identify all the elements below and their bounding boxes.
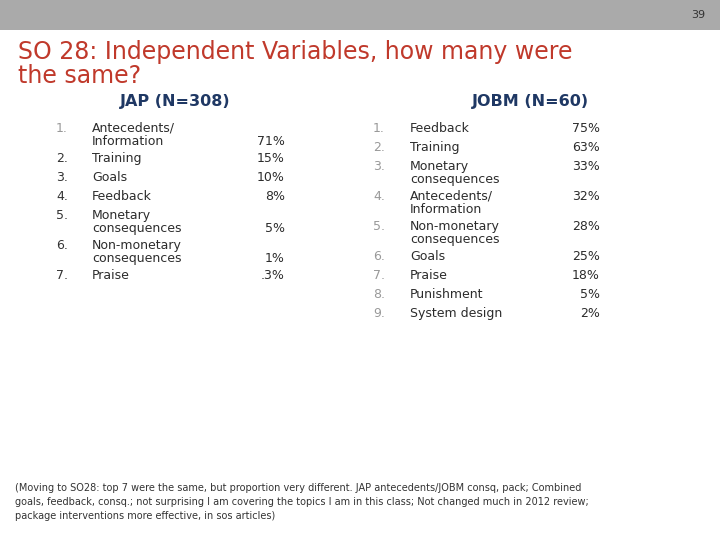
FancyBboxPatch shape bbox=[0, 30, 720, 540]
Text: JOBM (N=60): JOBM (N=60) bbox=[472, 94, 588, 109]
Text: .3%: .3% bbox=[261, 269, 285, 282]
Text: 8%: 8% bbox=[265, 190, 285, 202]
Text: Goals: Goals bbox=[410, 249, 445, 262]
Text: 1.: 1. bbox=[373, 122, 385, 134]
Text: Feedback: Feedback bbox=[410, 122, 470, 134]
Text: (Moving to SO28: top 7 were the same, but proportion very different. JAP anteced: (Moving to SO28: top 7 were the same, bu… bbox=[15, 483, 589, 521]
Text: Feedback: Feedback bbox=[92, 190, 152, 202]
Text: 32%: 32% bbox=[572, 190, 600, 202]
Text: SO 28: Independent Variables, how many were: SO 28: Independent Variables, how many w… bbox=[18, 40, 572, 64]
Text: Non-monetary: Non-monetary bbox=[410, 220, 500, 233]
Text: 2.: 2. bbox=[373, 141, 385, 154]
Text: 18%: 18% bbox=[572, 269, 600, 282]
Text: Training: Training bbox=[410, 141, 459, 154]
Text: 5%: 5% bbox=[265, 222, 285, 235]
Text: 63%: 63% bbox=[572, 141, 600, 154]
Text: 15%: 15% bbox=[257, 152, 285, 165]
Text: Training: Training bbox=[92, 152, 142, 165]
Text: 3.: 3. bbox=[373, 160, 385, 173]
Text: consequences: consequences bbox=[410, 173, 500, 186]
Text: Non-monetary: Non-monetary bbox=[92, 239, 182, 252]
Text: 39: 39 bbox=[691, 10, 705, 20]
Text: 5%: 5% bbox=[580, 288, 600, 301]
Text: 33%: 33% bbox=[572, 160, 600, 173]
Text: consequences: consequences bbox=[410, 233, 500, 246]
Text: the same?: the same? bbox=[18, 64, 141, 87]
Text: JAP (N=308): JAP (N=308) bbox=[120, 94, 230, 109]
Text: Punishment: Punishment bbox=[410, 288, 484, 301]
Text: 4.: 4. bbox=[56, 190, 68, 202]
Text: 4.: 4. bbox=[373, 190, 385, 202]
Text: 75%: 75% bbox=[572, 122, 600, 134]
Text: 1%: 1% bbox=[265, 252, 285, 265]
Text: 5.: 5. bbox=[56, 208, 68, 222]
FancyBboxPatch shape bbox=[0, 0, 720, 30]
Text: Information: Information bbox=[410, 202, 482, 215]
Text: consequences: consequences bbox=[92, 222, 181, 235]
Text: 2%: 2% bbox=[580, 307, 600, 320]
Text: consequences: consequences bbox=[92, 252, 181, 265]
Text: 6.: 6. bbox=[56, 239, 68, 252]
Text: 7.: 7. bbox=[56, 269, 68, 282]
Text: 9.: 9. bbox=[373, 307, 385, 320]
Text: 25%: 25% bbox=[572, 249, 600, 262]
Text: 28%: 28% bbox=[572, 220, 600, 233]
Text: Praise: Praise bbox=[92, 269, 130, 282]
Text: Antecedents/: Antecedents/ bbox=[92, 122, 175, 134]
Text: 7.: 7. bbox=[373, 269, 385, 282]
Text: 6.: 6. bbox=[373, 249, 385, 262]
Text: 2.: 2. bbox=[56, 152, 68, 165]
Text: Monetary: Monetary bbox=[410, 160, 469, 173]
Text: Monetary: Monetary bbox=[92, 208, 151, 222]
Text: 1.: 1. bbox=[56, 122, 68, 134]
Text: Information: Information bbox=[92, 134, 164, 148]
Text: 8.: 8. bbox=[373, 288, 385, 301]
Text: 5.: 5. bbox=[373, 220, 385, 233]
Text: 10%: 10% bbox=[257, 171, 285, 184]
Text: Goals: Goals bbox=[92, 171, 127, 184]
Text: Antecedents/: Antecedents/ bbox=[410, 190, 493, 202]
Text: System design: System design bbox=[410, 307, 503, 320]
Text: 3.: 3. bbox=[56, 171, 68, 184]
Text: 71%: 71% bbox=[257, 134, 285, 148]
Text: Praise: Praise bbox=[410, 269, 448, 282]
